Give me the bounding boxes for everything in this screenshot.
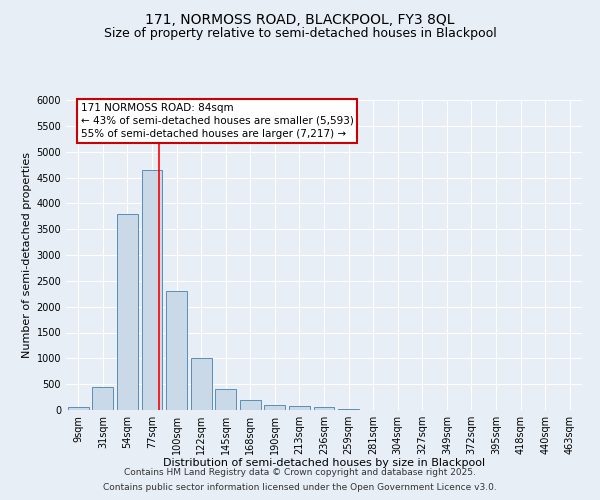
- Bar: [117, 214, 138, 410]
- Bar: [314, 408, 334, 410]
- Text: Contains public sector information licensed under the Open Government Licence v3: Contains public sector information licen…: [103, 483, 497, 492]
- Y-axis label: Number of semi-detached properties: Number of semi-detached properties: [22, 152, 32, 358]
- Bar: [68, 408, 89, 410]
- Bar: [191, 358, 212, 410]
- Text: Contains HM Land Registry data © Crown copyright and database right 2025.: Contains HM Land Registry data © Crown c…: [124, 468, 476, 477]
- Text: 171 NORMOSS ROAD: 84sqm
← 43% of semi-detached houses are smaller (5,593)
55% of: 171 NORMOSS ROAD: 84sqm ← 43% of semi-de…: [81, 102, 353, 139]
- X-axis label: Distribution of semi-detached houses by size in Blackpool: Distribution of semi-detached houses by …: [163, 458, 485, 468]
- Bar: [265, 405, 286, 410]
- Text: 171, NORMOSS ROAD, BLACKPOOL, FY3 8QL: 171, NORMOSS ROAD, BLACKPOOL, FY3 8QL: [145, 12, 455, 26]
- Bar: [240, 400, 261, 410]
- Bar: [142, 170, 163, 410]
- Bar: [338, 408, 359, 410]
- Bar: [215, 390, 236, 410]
- Bar: [166, 291, 187, 410]
- Bar: [289, 406, 310, 410]
- Text: Size of property relative to semi-detached houses in Blackpool: Size of property relative to semi-detach…: [104, 28, 496, 40]
- Bar: [92, 387, 113, 410]
